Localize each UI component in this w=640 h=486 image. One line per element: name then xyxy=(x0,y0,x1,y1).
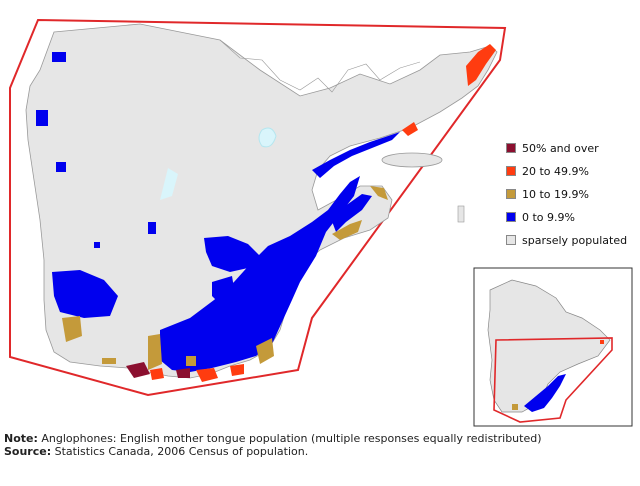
legend-item: sparsely populated xyxy=(506,230,627,250)
source-label: Source: xyxy=(4,445,52,458)
blue-region-lac-saint-jean xyxy=(212,276,236,306)
landmass xyxy=(25,23,498,379)
region-0-to-9-9 xyxy=(36,52,400,372)
note-label: Note: xyxy=(4,432,38,445)
tan-region-montreal-west xyxy=(186,356,196,366)
legend-item: 50% and over xyxy=(506,138,627,158)
red-region-lower-north-shore xyxy=(466,44,496,86)
inset-extent-frame xyxy=(493,337,613,423)
darkred-region-pontiac-south xyxy=(126,362,150,378)
darkred-region-montreal-west xyxy=(176,368,190,378)
tan-region-outaouais xyxy=(148,334,162,370)
tan-region-eastern-townships xyxy=(256,338,274,364)
legend-item: 0 to 9.9% xyxy=(506,207,627,227)
map-notes: Note: Anglophones: English mother tongue… xyxy=(4,432,604,458)
legend-swatch xyxy=(506,235,516,245)
legend-swatch xyxy=(506,143,516,153)
blue-region-central xyxy=(148,222,156,234)
blue-region-west xyxy=(52,270,118,318)
blue-region-james-bay xyxy=(36,110,48,126)
source-text: Statistics Canada, 2006 Census of popula… xyxy=(54,445,309,458)
blue-region-st-lawnence-valley xyxy=(160,176,360,372)
small-island xyxy=(457,205,465,223)
inset-quebec-outline xyxy=(487,279,611,413)
northern-coastline xyxy=(219,39,421,93)
note-line: Note: Anglophones: English mother tongue… xyxy=(4,432,604,445)
red-region-townships xyxy=(230,364,244,376)
legend-item: 20 to 49.9% xyxy=(506,161,627,181)
tan-region-gaspe-coast xyxy=(332,220,362,240)
legend-label: 0 to 9.9% xyxy=(522,210,575,224)
anticosti-island xyxy=(381,152,443,168)
tan-region-gaspe-north xyxy=(370,186,388,200)
quebec-southern-map xyxy=(9,18,633,427)
legend-swatch xyxy=(506,189,516,199)
inset-blue-region xyxy=(524,374,566,412)
region-20-to-49-9 xyxy=(150,44,496,382)
manicouagan-reservoir xyxy=(258,127,277,148)
legend: 50% and over 20 to 49.9% 10 to 19.9% 0 t… xyxy=(506,138,627,253)
blue-region-gaspe xyxy=(330,194,372,232)
inset-red-region xyxy=(600,340,604,344)
region-50-and-over xyxy=(126,362,190,378)
tan-region-southwest xyxy=(102,358,116,364)
note-text: Anglophones: English mother tongue popul… xyxy=(41,432,542,445)
red-region-west-island xyxy=(150,368,164,380)
blue-region-abitibi xyxy=(56,162,66,172)
inset-map xyxy=(473,267,633,427)
red-region-montreal xyxy=(196,368,218,382)
map-extent-frame xyxy=(9,18,507,397)
blue-region-northwest xyxy=(52,52,66,62)
source-line: Source: Statistics Canada, 2006 Census o… xyxy=(4,445,604,458)
tan-region-pontiac xyxy=(62,316,82,342)
legend-swatch xyxy=(506,212,516,222)
blue-region-small xyxy=(94,242,100,248)
legend-swatch xyxy=(506,166,516,176)
interior-lake xyxy=(160,168,178,200)
legend-label: 50% and over xyxy=(522,141,599,155)
region-10-to-19-9 xyxy=(62,186,388,370)
legend-label: sparsely populated xyxy=(522,233,628,247)
red-region-coastal-strip xyxy=(402,122,418,136)
blue-region-north-shore xyxy=(312,132,400,178)
legend-label: 20 to 49.9% xyxy=(522,164,589,178)
legend-label: 10 to 19.9% xyxy=(522,187,589,201)
inset-tan-region xyxy=(512,404,518,410)
blue-region-laurentians xyxy=(204,236,262,272)
legend-item: 10 to 19.9% xyxy=(506,184,627,204)
